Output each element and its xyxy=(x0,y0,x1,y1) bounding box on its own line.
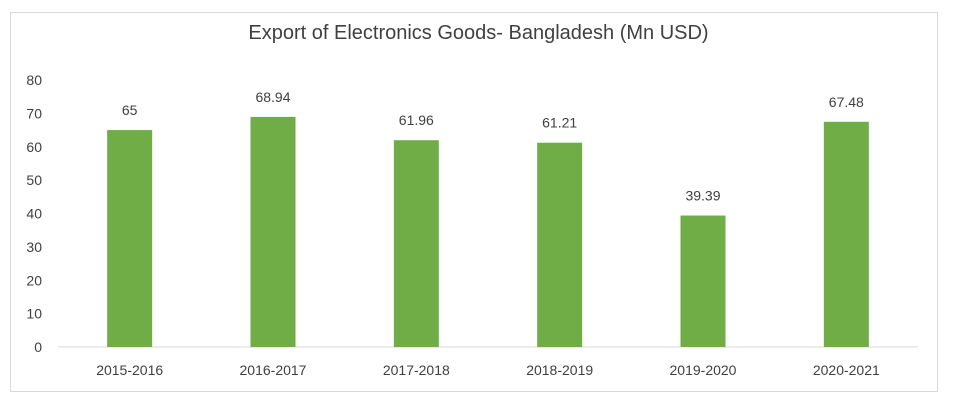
y-tick-labels: 0 10 20 30 40 50 60 70 80 xyxy=(26,72,42,355)
bar xyxy=(250,116,296,347)
data-label: 61.96 xyxy=(399,112,434,128)
bar xyxy=(680,215,726,347)
chart-title: Export of Electronics Goods- Bangladesh … xyxy=(248,22,709,44)
x-tick-label: 2019-2020 xyxy=(670,362,737,378)
x-tick-label: 2016-2017 xyxy=(240,362,307,378)
bars xyxy=(107,116,869,348)
data-label: 68.94 xyxy=(255,89,290,105)
data-label: 67.48 xyxy=(829,94,864,110)
y-tick-label: 10 xyxy=(26,306,42,322)
data-labels: 65 68.94 61.96 61.21 39.39 67.48 xyxy=(122,89,864,204)
y-tick-label: 0 xyxy=(34,339,42,355)
bar xyxy=(393,140,439,347)
x-tick-label: 2017-2018 xyxy=(383,362,450,378)
y-tick-label: 20 xyxy=(26,272,42,288)
bar xyxy=(537,142,583,347)
y-tick-label: 40 xyxy=(26,206,42,222)
x-tick-label: 2015-2016 xyxy=(96,362,163,378)
data-label: 61.21 xyxy=(542,115,577,131)
x-tick-labels: 2015-2016 2016-2017 2017-2018 2018-2019 2019… xyxy=(96,362,880,378)
x-tick-label: 2018-2019 xyxy=(526,362,593,378)
y-tick-label: 60 xyxy=(26,139,42,155)
bar xyxy=(107,130,153,347)
y-tick-label: 70 xyxy=(26,105,42,121)
y-tick-label: 50 xyxy=(26,172,42,188)
data-label: 39.39 xyxy=(685,188,720,204)
y-tick-label: 80 xyxy=(26,72,42,88)
chart-frame xyxy=(10,12,938,392)
data-label: 65 xyxy=(122,102,138,118)
bar xyxy=(823,121,869,348)
x-tick-label: 2020-2021 xyxy=(813,362,880,378)
y-tick-label: 30 xyxy=(26,239,42,255)
